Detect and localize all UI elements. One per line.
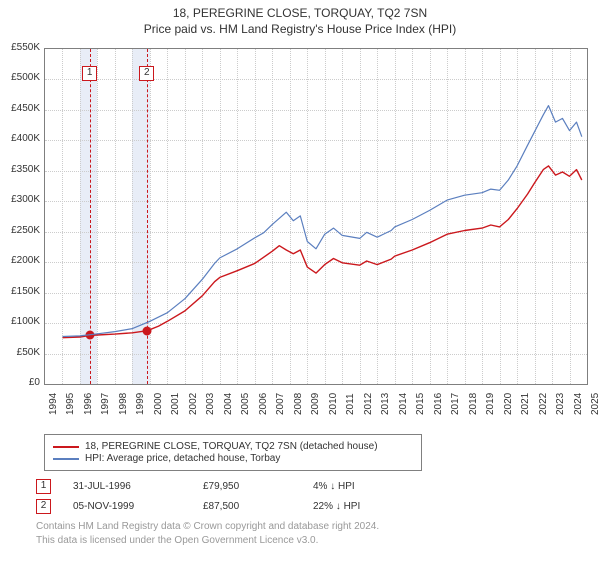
sale-date: 31-JUL-1996 [73, 481, 203, 492]
legend-swatch [53, 446, 79, 448]
y-tick-label: £300K [2, 194, 40, 205]
y-tick-label: £400K [2, 133, 40, 144]
x-tick-label: 1997 [100, 393, 111, 415]
x-tick-label: 1994 [48, 393, 59, 415]
x-tick-label: 2015 [415, 393, 426, 415]
plot-area [44, 48, 588, 385]
y-tick-label: £200K [2, 255, 40, 266]
sale-date: 05-NOV-1999 [73, 501, 203, 512]
legend-item: HPI: Average price, detached house, Torb… [53, 453, 413, 464]
x-tick-label: 2020 [503, 393, 514, 415]
x-tick-label: 2003 [205, 393, 216, 415]
x-tick-label: 2018 [468, 393, 479, 415]
x-tick-label: 2006 [258, 393, 269, 415]
sales-table: 1 31-JUL-1996£79,9504% ↓ HPI 2 05-NOV-1999£… [36, 476, 413, 516]
x-tick-label: 2009 [310, 393, 321, 415]
attribution-line2: This data is licensed under the Open Gov… [36, 535, 318, 546]
y-tick-label: £50K [2, 347, 40, 358]
legend-label: 18, PEREGRINE CLOSE, TORQUAY, TQ2 7SN (d… [85, 441, 378, 452]
y-tick-label: £550K [2, 42, 40, 53]
x-tick-label: 1995 [65, 393, 76, 415]
sale-row: 1 31-JUL-1996£79,9504% ↓ HPI [36, 476, 413, 496]
x-tick-label: 2021 [520, 393, 531, 415]
x-tick-label: 2007 [275, 393, 286, 415]
x-tick-label: 2024 [573, 393, 584, 415]
y-tick-label: £500K [2, 72, 40, 83]
chart-title: 18, PEREGRINE CLOSE, TORQUAY, TQ2 7SN [0, 6, 600, 20]
x-tick-label: 1996 [83, 393, 94, 415]
x-tick-label: 1999 [135, 393, 146, 415]
attribution-text: Contains HM Land Registry data © Crown c… [36, 520, 379, 547]
x-tick-label: 2022 [538, 393, 549, 415]
legend-item: 18, PEREGRINE CLOSE, TORQUAY, TQ2 7SN (d… [53, 441, 413, 452]
sale-price: £87,500 [203, 501, 313, 512]
y-tick-label: £450K [2, 103, 40, 114]
x-tick-label: 1998 [118, 393, 129, 415]
sale-row-marker: 1 [36, 479, 51, 494]
chart-subtitle: Price paid vs. HM Land Registry's House … [0, 22, 600, 36]
x-tick-label: 2008 [293, 393, 304, 415]
x-tick-label: 2014 [398, 393, 409, 415]
x-tick-label: 2023 [555, 393, 566, 415]
y-tick-label: £150K [2, 286, 40, 297]
x-tick-label: 2025 [590, 393, 600, 415]
x-tick-label: 2012 [363, 393, 374, 415]
series-line [63, 106, 582, 337]
sale-price: £79,950 [203, 481, 313, 492]
y-tick-label: £350K [2, 164, 40, 175]
sale-marker-box: 1 [82, 66, 97, 81]
x-tick-label: 2019 [485, 393, 496, 415]
chart-container: 18, PEREGRINE CLOSE, TORQUAY, TQ2 7SN Pr… [0, 6, 600, 566]
x-tick-label: 2016 [433, 393, 444, 415]
x-tick-label: 2011 [345, 393, 356, 415]
series-svg [45, 49, 587, 384]
y-tick-label: £100K [2, 316, 40, 327]
chart-area: £0 £50K £100K £150K £200K £250K £300K £350K £400… [0, 48, 600, 428]
attribution-line1: Contains HM Land Registry data © Crown c… [36, 521, 379, 532]
x-tick-label: 2001 [170, 393, 181, 415]
x-tick-label: 2017 [450, 393, 461, 415]
y-tick-label: £250K [2, 225, 40, 236]
sale-marker-box: 2 [139, 66, 154, 81]
sale-row: 2 05-NOV-1999£87,50022% ↓ HPI [36, 496, 413, 516]
legend-box: 18, PEREGRINE CLOSE, TORQUAY, TQ2 7SN (d… [44, 434, 422, 471]
sale-delta: 22% ↓ HPI [313, 501, 413, 512]
sale-delta: 4% ↓ HPI [313, 481, 413, 492]
x-tick-label: 2010 [328, 393, 339, 415]
y-tick-label: £0 [2, 377, 40, 388]
sale-row-marker: 2 [36, 499, 51, 514]
legend-swatch [53, 458, 79, 460]
x-tick-label: 2002 [188, 393, 199, 415]
series-line [63, 166, 582, 338]
x-tick-label: 2004 [223, 393, 234, 415]
x-tick-label: 2000 [153, 393, 164, 415]
x-tick-label: 2005 [240, 393, 251, 415]
legend-label: HPI: Average price, detached house, Torb… [85, 453, 280, 464]
x-tick-label: 2013 [380, 393, 391, 415]
